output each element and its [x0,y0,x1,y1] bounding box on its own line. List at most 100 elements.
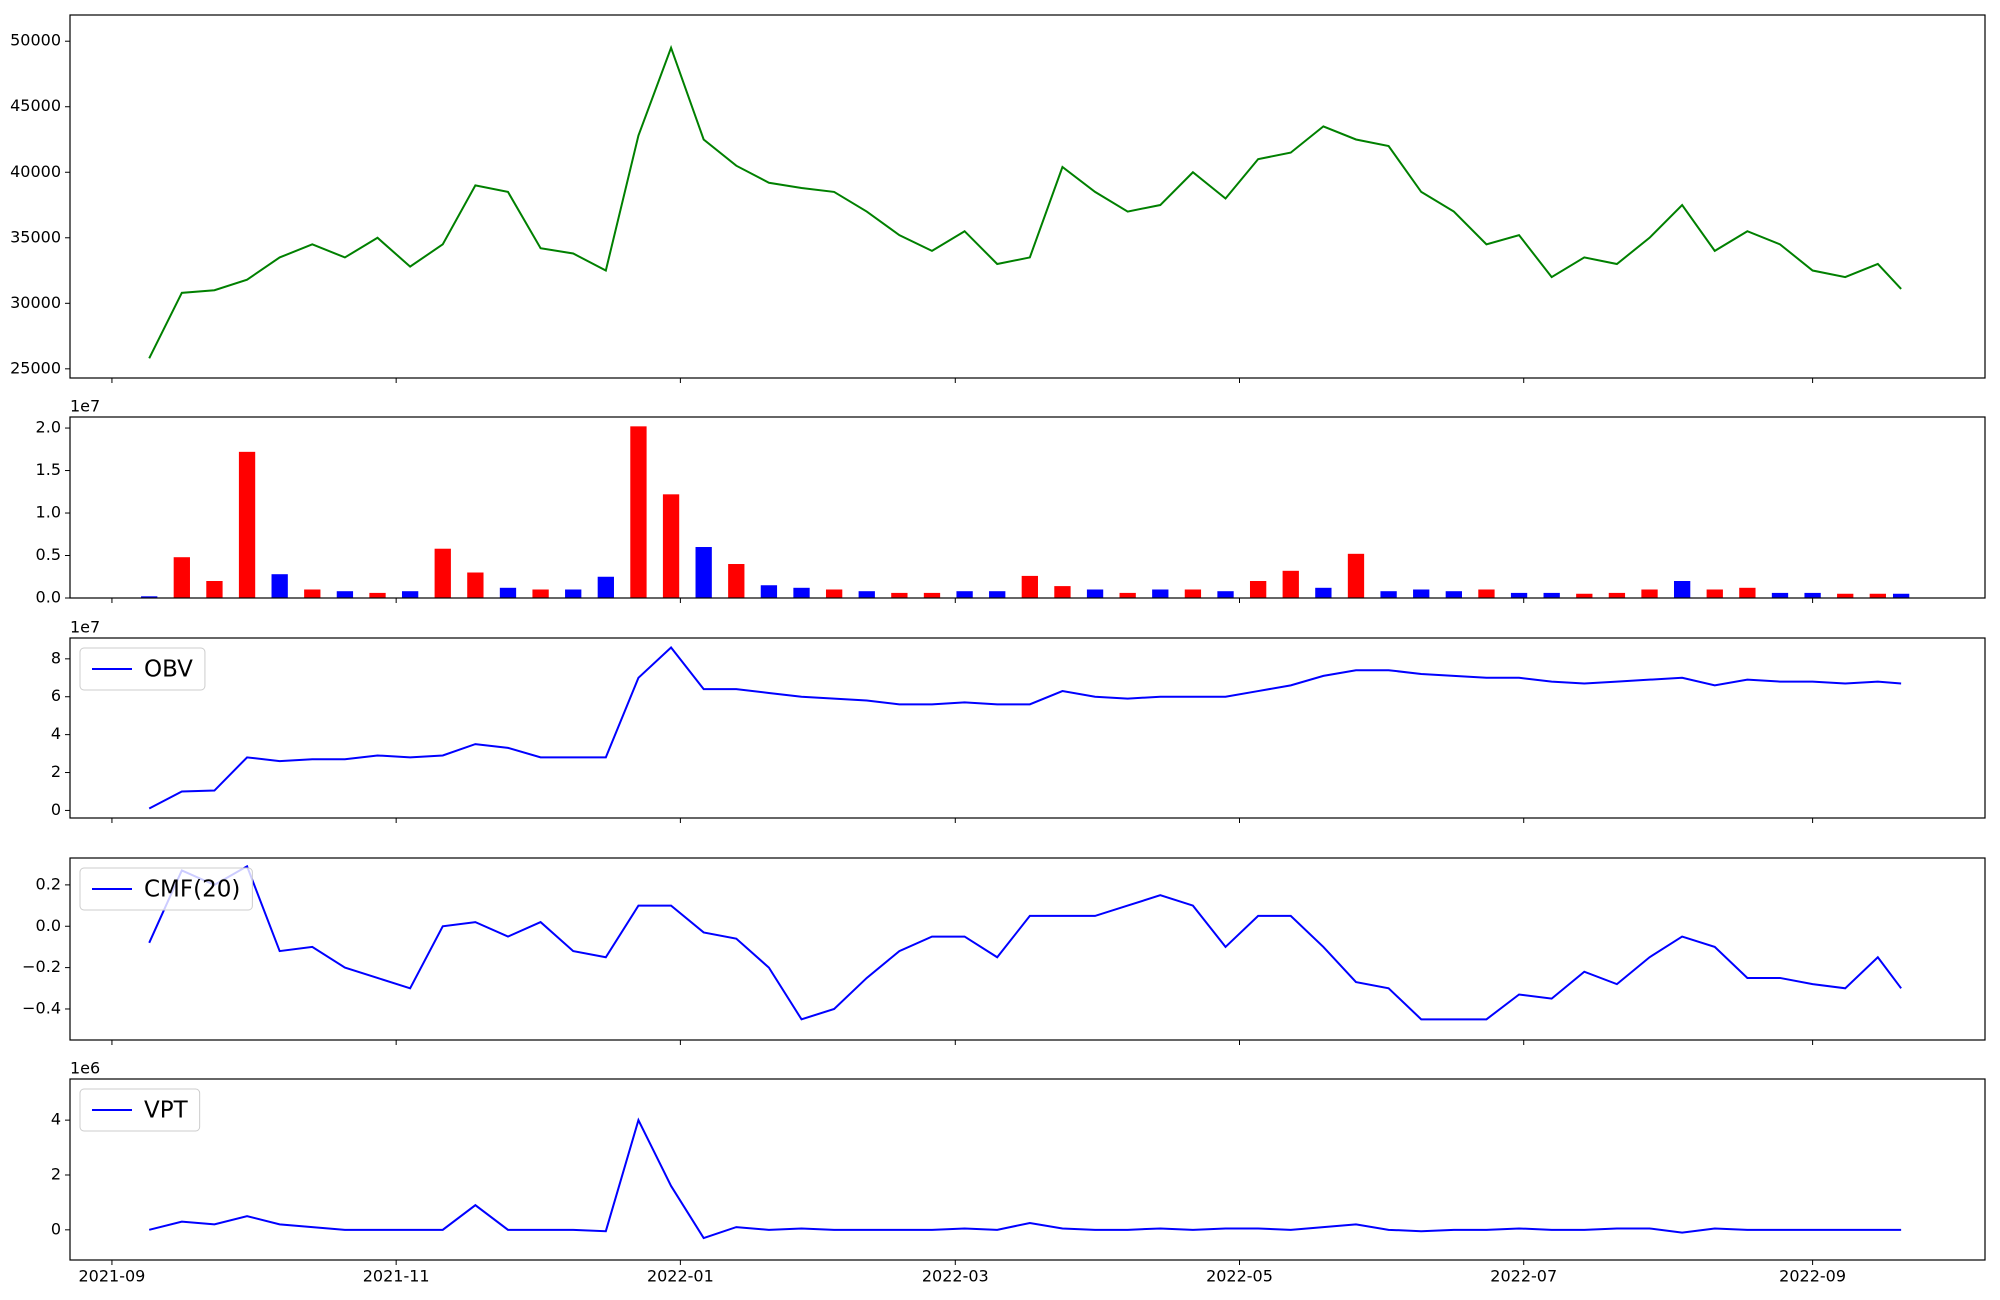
volume-bar [728,564,745,598]
volume-bar [1478,589,1495,598]
plot-frame [69,14,1986,379]
x-tick-label: 2022-07 [1490,1267,1557,1286]
legend-text: VPT [144,1098,189,1124]
volume-bar [565,589,582,598]
volume-bar [499,587,517,598]
volume-bar [304,589,321,598]
series-line [148,864,1902,1021]
series-line [148,1117,1902,1240]
volume-bar [989,591,1006,598]
y-tick-label: 6 [51,686,61,705]
series-line [148,645,1902,810]
volume-bar [1608,592,1626,598]
y-tick-label: 0.2 [36,874,61,893]
volume-bar [1706,589,1723,598]
volume-bar [1673,581,1691,598]
y-tick-label: 0.5 [36,545,61,564]
y-tick-label: 2 [51,1164,61,1183]
legend-text: CMF(20) [144,877,240,903]
volume-bar [369,592,386,598]
legend-text: OBV [144,657,193,683]
legend-box [79,1088,201,1132]
x-tick-label: 2022-05 [1206,1267,1273,1286]
volume-bar [597,576,614,598]
volume-bar [271,574,288,598]
y-tick-label: 25000 [10,358,61,377]
legend-box [79,647,206,691]
volume-bar [1543,592,1560,598]
volume-bar [1837,593,1854,598]
plot-frame [69,1078,1986,1261]
volume-bar [1804,592,1821,598]
y-tick-label: 4 [51,724,61,743]
y-tick-label: 1.5 [36,460,61,479]
volume-bar [1086,589,1104,598]
volume-bar [1445,591,1462,598]
volume-bar [434,548,451,598]
y-tick-label: 8 [51,648,61,667]
volume-bar [141,596,158,598]
volume-bar [1184,589,1202,598]
y-tick-label: 45000 [10,96,61,115]
volume-bar [1739,587,1756,598]
volume-bar [630,426,647,598]
y-tick-label: 0 [51,1219,61,1238]
volume-bar [173,557,190,598]
volume-bar [825,589,843,598]
volume-bar [1152,589,1169,598]
volume-bar [1282,570,1299,598]
x-tick-label: 2022-01 [647,1267,714,1286]
volume-bar [891,592,908,598]
y-tick-label: 2.0 [36,418,61,437]
y-tick-label: 4 [51,1110,61,1129]
plot-frame [69,637,1986,819]
x-tick-label: 2022-03 [922,1267,989,1286]
volume-bar [1869,593,1886,598]
y-tick-label: 0 [51,800,61,819]
volume-bar [793,587,810,598]
volume-bar [1380,591,1397,598]
volume-bar [1576,593,1593,598]
offset-text: 1e7 [70,397,100,416]
offset-text: 1e7 [70,618,100,637]
volume-bar [1054,586,1071,598]
volume-bar [1021,575,1038,598]
volume-bar [206,581,223,598]
volume-bar [1771,592,1789,598]
volume-bar [956,591,973,598]
volume-bar [858,591,875,598]
offset-text: 1e6 [70,1059,100,1078]
volume-bar [532,589,549,598]
y-tick-label: −0.4 [22,998,61,1017]
volume-bar [662,494,680,598]
y-tick-label: 50000 [10,31,61,50]
volume-bar [401,591,419,598]
volume-bar [1217,591,1234,598]
volume-bar [695,547,712,598]
series-line [148,44,1902,359]
y-tick-label: 40000 [10,162,61,181]
volume-bar [1315,587,1332,598]
volume-bar [1119,592,1136,598]
volume-bar [238,451,256,598]
volume-bar [467,572,484,598]
volume-bar [923,592,941,598]
volume-bar [1641,589,1658,598]
plot-frame [69,857,1986,1041]
volume-bar [1249,581,1267,598]
volume-bar [1892,593,1910,598]
y-tick-label: 30000 [10,293,61,312]
y-tick-label: 1.0 [36,503,61,522]
legend-box [79,867,253,911]
volume-bar [760,585,778,598]
y-tick-label: 2 [51,762,61,781]
volume-bar [1347,553,1365,598]
plot-frame [69,416,1986,599]
y-tick-label: 0.0 [36,588,61,607]
x-tick-label: 2021-11 [363,1267,430,1286]
volume-bar [1413,589,1430,598]
y-tick-label: 0.0 [36,916,61,935]
volume-bar [336,591,354,598]
y-tick-label: 35000 [10,227,61,246]
